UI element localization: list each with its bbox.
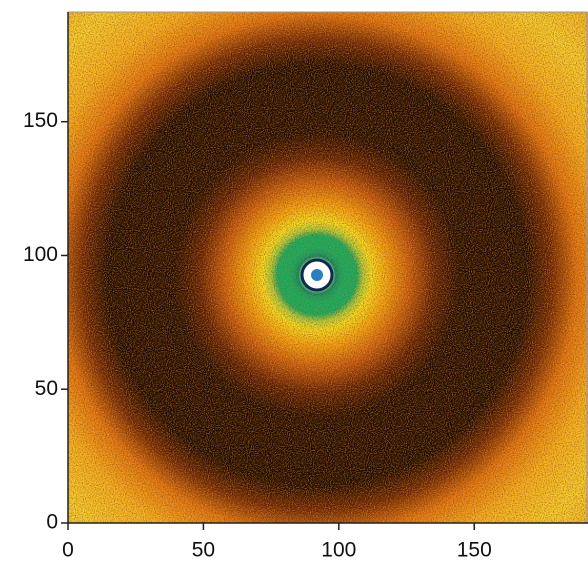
y-tick-label: 50 <box>35 377 58 400</box>
x-tick-label: 100 <box>321 539 356 562</box>
x-tick-label: 150 <box>457 539 492 562</box>
heatmap-image <box>68 12 588 523</box>
x-tick-label: 0 <box>62 539 74 562</box>
x-tick-label: 50 <box>192 539 215 562</box>
y-tick-label: 0 <box>46 511 58 534</box>
y-tick-label: 150 <box>23 109 58 132</box>
y-tick-label: 100 <box>23 243 58 266</box>
